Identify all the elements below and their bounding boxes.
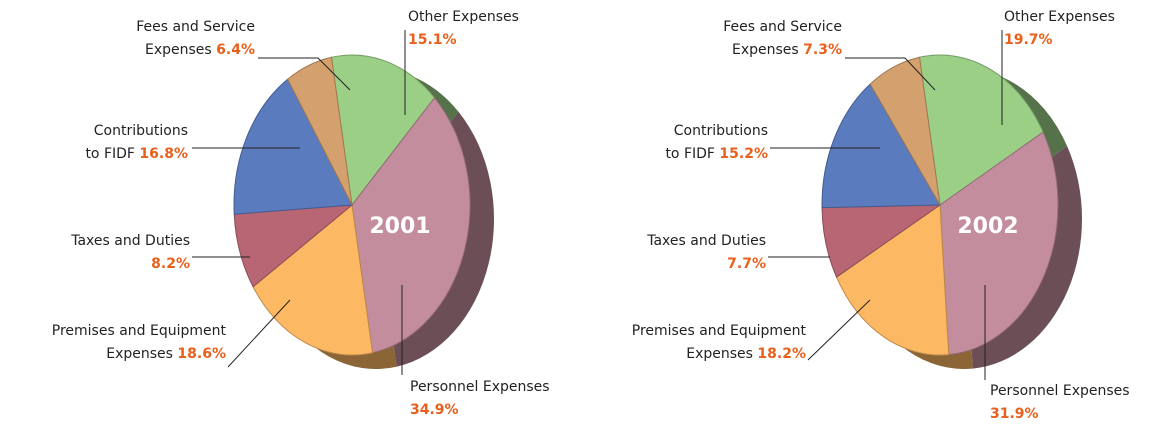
slice-label: Personnel Expenses 31.9% xyxy=(990,380,1165,426)
slice xyxy=(351,96,471,354)
slice-label: Taxes and Duties 8.2% xyxy=(30,230,190,276)
category-label: Contributions to FIDF xyxy=(665,123,768,162)
value-label: 34.9% xyxy=(410,402,459,418)
value-label: 19.7% xyxy=(1004,32,1053,48)
category-label: Premises and Equipment Expenses xyxy=(631,323,806,362)
category-label: Fees and Service Expenses xyxy=(136,19,255,58)
category-label: Fees and Service Expenses xyxy=(723,19,842,58)
pie-title: 2001 xyxy=(369,214,430,239)
value-label: 15.1% xyxy=(408,32,457,48)
slice xyxy=(330,54,436,207)
value-label: 6.4% xyxy=(216,42,255,58)
leader-line xyxy=(258,57,351,91)
slice-label: Contributions to FIDF 15.2% xyxy=(660,120,768,166)
value-label: 7.3% xyxy=(803,42,842,58)
value-label: 7.7% xyxy=(727,256,766,272)
slice xyxy=(918,54,1044,206)
category-label: Other Expenses xyxy=(1004,9,1115,25)
slice xyxy=(252,204,374,356)
slice-label: Taxes and Duties 7.7% xyxy=(606,230,766,276)
slice-label: Other Expenses 19.7% xyxy=(1004,6,1164,52)
slice-label: Other Expenses 15.1% xyxy=(408,6,568,52)
slice xyxy=(939,131,1059,356)
slice-label: Premises and Equipment Expenses 18.6% xyxy=(6,320,226,366)
slice xyxy=(287,56,353,206)
slice-label: Premises and Equipment Expenses 18.2% xyxy=(586,320,806,366)
category-label: Contributions to FIDF xyxy=(85,123,188,162)
slice xyxy=(233,78,353,215)
value-label: 18.2% xyxy=(757,346,806,362)
slice xyxy=(821,83,941,209)
category-label: Personnel Expenses xyxy=(410,379,550,395)
value-label: 8.2% xyxy=(151,256,190,272)
value-label: 16.8% xyxy=(139,146,188,162)
pie-title: 2002 xyxy=(957,214,1018,239)
slice-label: Contributions to FIDF 16.8% xyxy=(80,120,188,166)
leader-line xyxy=(807,299,871,361)
category-label: Premises and Equipment Expenses xyxy=(51,323,226,362)
category-label: Taxes and Duties xyxy=(647,233,766,249)
slice-label: Fees and Service Expenses 7.3% xyxy=(692,16,842,62)
value-label: 18.6% xyxy=(177,346,226,362)
slice xyxy=(869,56,941,206)
leader-line xyxy=(845,57,936,91)
leader-line xyxy=(227,299,291,368)
slice xyxy=(835,204,950,356)
value-label: 15.2% xyxy=(719,146,768,162)
slice-label: Fees and Service Expenses 6.4% xyxy=(105,16,255,62)
value-label: 31.9% xyxy=(990,406,1039,422)
slice-label: Personnel Expenses 34.9% xyxy=(410,376,610,422)
category-label: Other Expenses xyxy=(408,9,519,25)
category-label: Taxes and Duties xyxy=(71,233,190,249)
category-label: Personnel Expenses xyxy=(990,383,1130,399)
